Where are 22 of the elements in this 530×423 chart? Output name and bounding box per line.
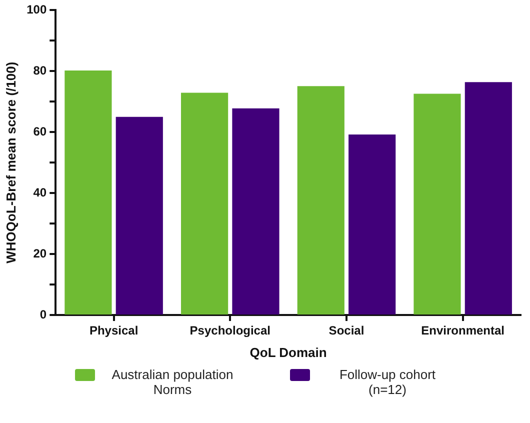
legend-label: Australian population Norms — [110, 367, 234, 397]
bar — [414, 94, 461, 314]
y-axis-title: WHOQoL-Bref mean score (/100) — [3, 62, 18, 264]
x-tick-label: Social — [328, 324, 364, 338]
y-tick-label: 20 — [33, 246, 47, 260]
y-tick-label: 40 — [33, 185, 47, 200]
bar — [297, 86, 344, 314]
x-tick-label: Environmental — [421, 324, 505, 338]
bar — [180, 92, 228, 314]
bar — [116, 116, 163, 314]
y-tick-label: 100 — [26, 2, 47, 17]
y-tick-label: 60 — [33, 124, 47, 138]
legend-label: Follow-up cohort (n=12) — [338, 367, 437, 397]
x-tick-label: Psychological — [190, 324, 270, 338]
bar — [232, 108, 280, 314]
x-axis-title: QoL Domain — [250, 344, 327, 360]
bar — [64, 70, 112, 314]
y-tick-label: 80 — [33, 63, 47, 78]
x-tick-label: Physical — [89, 324, 138, 338]
y-tick-label: 0 — [40, 307, 47, 322]
bar — [464, 82, 512, 314]
bar — [348, 134, 396, 314]
